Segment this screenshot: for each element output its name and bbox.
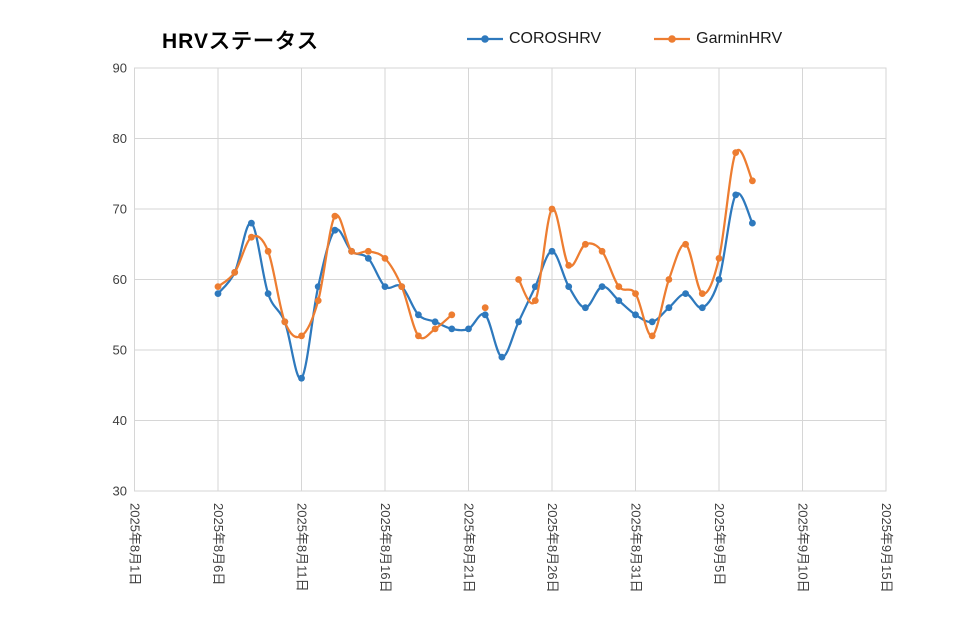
x-axis-label: 2025年8月11日 <box>295 503 310 592</box>
garminhrv-point <box>481 304 489 312</box>
y-axis-label: 50 <box>113 343 127 358</box>
coroshrv-point <box>531 283 539 290</box>
coroshrv-point <box>481 311 489 319</box>
legend-dot <box>668 35 676 43</box>
garminhrv-point <box>698 290 706 297</box>
coroshrv-point <box>331 226 339 234</box>
coroshrv-point <box>665 304 673 312</box>
garminhrv-point <box>314 297 322 304</box>
y-axis-label: 60 <box>113 272 127 287</box>
y-axis-label: 70 <box>113 202 127 217</box>
garminhrv-point <box>298 332 305 340</box>
garminhrv-point <box>381 255 389 262</box>
coroshrv-point <box>498 353 506 361</box>
garminhrv-point <box>281 318 289 326</box>
garminhrv-point <box>632 290 639 297</box>
garminhrv-point <box>531 297 539 304</box>
garminhrv-point <box>682 240 689 248</box>
legend-dot <box>481 35 489 43</box>
coroshrv-point <box>565 283 573 290</box>
legend-item-garminhrv[interactable]: GarminHRV <box>653 30 782 48</box>
coroshrv-point <box>582 304 589 312</box>
legend: COROSHRV GarminHRV <box>466 30 782 48</box>
garminhrv-point <box>749 177 756 185</box>
coroshrv-point <box>415 311 422 319</box>
garminhrv-point <box>415 332 422 340</box>
coroshrv-point <box>749 219 756 227</box>
y-axis-label: 80 <box>113 131 127 146</box>
x-axis-label: 2025年8月1日 <box>128 503 143 585</box>
coroshrv-point <box>448 325 456 333</box>
coroshrv-point <box>264 290 272 297</box>
x-axis-label: 2025年8月16日 <box>378 503 393 593</box>
coroshrv-line <box>216 192 754 380</box>
coroshrv-point <box>648 318 656 326</box>
garminhrv-point <box>548 205 556 213</box>
coroshrv-point <box>715 276 723 283</box>
garminhrv-point <box>648 332 656 340</box>
y-axis-label: 90 <box>113 61 127 76</box>
legend-label-coroshrv: COROSHRV <box>509 30 602 47</box>
garminhrv-point <box>515 276 522 283</box>
coroshrv-point <box>632 311 639 319</box>
garminhrv-point <box>665 276 673 283</box>
garminhrv-point <box>248 233 255 241</box>
coroshrv-point <box>548 247 556 255</box>
x-axis-label: 2025年9月10日 <box>796 503 811 593</box>
coroshrv-point <box>431 318 439 326</box>
coroshrv-point <box>298 374 305 382</box>
garminhrv-legend-marker-icon <box>654 35 691 43</box>
coroshrv-point <box>682 290 689 297</box>
x-axis-label: 2025年8月6日 <box>211 503 226 585</box>
coroshrv-point <box>515 318 522 326</box>
coroshrv-point <box>248 219 255 227</box>
garminhrv-point <box>398 283 406 290</box>
x-axis-label: 2025年8月21日 <box>462 503 477 593</box>
chart-title: HRVステータス <box>162 30 319 53</box>
coroshrv-point <box>698 304 706 312</box>
x-axis-label: 2025年8月31日 <box>629 503 644 593</box>
garminhrv-point <box>214 283 222 290</box>
coroshrv-point <box>465 325 472 333</box>
coroshrv-point <box>381 283 389 290</box>
coroshrv-point <box>214 290 222 297</box>
garminhrv-point <box>364 247 372 255</box>
coroshrv-point <box>732 191 740 199</box>
y-axis-label: 30 <box>113 484 127 499</box>
garminhrv-point <box>331 212 339 220</box>
garminhrv-point <box>231 269 239 276</box>
coroshrv-point <box>615 297 623 304</box>
garminhrv-point <box>264 247 272 255</box>
plot-border <box>134 67 887 492</box>
garminhrv-point <box>448 311 456 319</box>
garminhrv-point <box>732 149 740 157</box>
garminhrv-point <box>598 247 606 255</box>
coroshrv-point <box>364 255 372 262</box>
garminhrv-point <box>715 255 723 262</box>
garminhrv-point <box>565 262 573 269</box>
coroshrv-point <box>598 283 606 290</box>
x-axis-label: 2025年9月15日 <box>879 503 894 593</box>
garminhrv-point <box>582 240 589 248</box>
legend-item-coroshrv[interactable]: COROSHRV <box>466 30 601 48</box>
x-axis-label: 2025年9月5日 <box>712 503 727 585</box>
legend-label-garminhrv: GarminHRV <box>696 30 783 47</box>
coroshrv-legend-marker-icon <box>467 35 503 43</box>
x-axis-label: 2025年8月26日 <box>545 503 560 593</box>
garminhrv-point <box>615 283 623 290</box>
garminhrv-point <box>348 247 355 255</box>
garminhrv-point <box>431 325 439 333</box>
y-axis-label: 40 <box>113 413 127 428</box>
